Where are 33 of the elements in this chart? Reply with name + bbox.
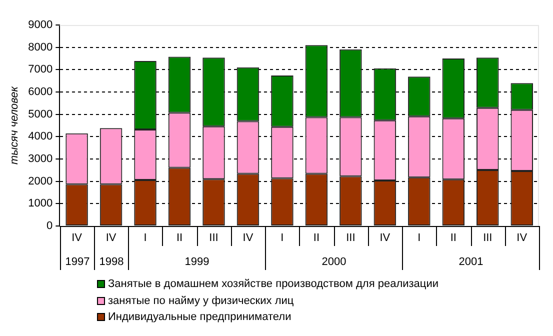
x-tick-label: IV — [106, 232, 117, 244]
legend-label: Занятые в домашнем хозяйстве производством для реализации — [108, 278, 439, 290]
y-tick-label: 7000 — [28, 64, 53, 76]
legend-label: Индивидуальные предприниматели — [108, 311, 292, 324]
y-tick-label: 8000 — [28, 41, 53, 54]
text: 1999 — [184, 256, 210, 268]
y-tick-label: 3000 — [28, 153, 53, 166]
x-tick-label: IV — [72, 232, 83, 244]
x-tick-label: IV — [380, 232, 391, 244]
x-tick-label: II — [176, 232, 183, 244]
y-tick-label: 4000 — [28, 130, 53, 143]
y-tick-label: 0 — [46, 220, 53, 232]
y-tick-label: 9000 — [28, 19, 53, 32]
y-tick-label: 1000 — [28, 198, 53, 210]
x-tick-label: IV — [242, 232, 254, 244]
x-tick-label: III — [483, 232, 492, 244]
legend-label: занятые по найму у физических лиц — [108, 294, 294, 307]
x-tick-label: III — [346, 232, 356, 244]
y-tick-label: 2000 — [28, 175, 53, 188]
x-tick-label: II — [450, 232, 456, 244]
x-tick-label: I — [418, 232, 421, 244]
x-tick-label: III — [209, 232, 218, 244]
y-tick-label: 5000 — [28, 108, 53, 120]
text: 1997 — [65, 256, 90, 268]
x-tick-label: I — [144, 232, 147, 244]
text: 2000 — [322, 256, 346, 268]
x-tick-label: IV — [516, 232, 528, 244]
y-axis-title: тысяч человек — [8, 86, 21, 164]
x-tick-label: I — [280, 232, 284, 244]
y-tick-label: 6000 — [28, 86, 53, 98]
text: 2001 — [458, 256, 484, 268]
x-tick-label: II — [313, 232, 320, 244]
text: 1998 — [99, 256, 124, 268]
